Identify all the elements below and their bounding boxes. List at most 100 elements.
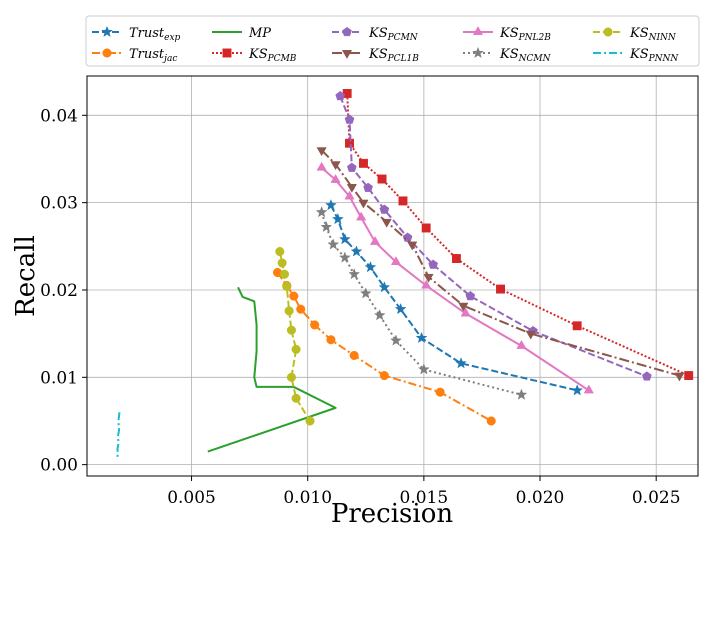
data-point	[296, 304, 306, 314]
y-axis-label: Recall	[11, 235, 41, 317]
data-point	[335, 90, 346, 101]
data-point	[291, 393, 301, 403]
data-point	[338, 251, 351, 263]
data-point	[421, 223, 431, 233]
series-ks-ncmn	[315, 206, 528, 400]
data-point	[346, 183, 357, 193]
data-point	[378, 281, 391, 293]
series-line-ks-pnnn	[116, 412, 121, 458]
data-point	[316, 147, 327, 157]
legend-entry-mp-: MP	[212, 26, 271, 41]
data-point	[344, 114, 355, 124]
y-tick-label: 0.04	[40, 106, 78, 126]
data-point	[455, 357, 467, 369]
data-point	[390, 256, 402, 265]
legend-marker	[603, 27, 613, 37]
data-point	[338, 233, 351, 245]
data-point	[458, 302, 469, 312]
legend-marker	[101, 25, 113, 38]
series-line-ks-pcl1b	[320, 149, 680, 377]
legend-label: MP	[248, 26, 271, 41]
y-tick-label: 0.00	[40, 456, 78, 476]
data-point	[394, 302, 407, 315]
series-line-ks-pcmb	[346, 93, 690, 377]
legend-marker	[342, 26, 352, 37]
data-point	[310, 320, 320, 330]
x-tick-label: 0.005	[167, 488, 216, 508]
plot-frame	[86, 75, 699, 477]
data-point	[277, 258, 287, 268]
data-point	[642, 371, 652, 381]
data-point	[407, 241, 418, 251]
data-point	[284, 306, 294, 316]
data-point	[451, 254, 461, 263]
legend-marker	[102, 48, 112, 58]
x-axis-label: Precision	[331, 499, 453, 529]
axis-ticks: 0.005 0.010 0.015 0.020 0.025 0.00 0.01 0.02 0.0…	[40, 106, 680, 508]
data-point	[291, 344, 301, 354]
data-point	[344, 190, 355, 200]
data-point	[369, 236, 381, 245]
data-point	[496, 284, 505, 294]
y-tick-label: 0.03	[40, 194, 78, 214]
legend: TrustexpTrustjacMPKSPCMBKSPCMNKSPCL1BKSP…	[85, 15, 700, 67]
data-point	[516, 339, 527, 349]
data-point	[515, 388, 528, 400]
data-point	[286, 325, 296, 335]
data-point	[315, 206, 328, 218]
data-point	[435, 387, 445, 397]
y-tick-label: 0.02	[40, 281, 78, 301]
data-point	[390, 334, 402, 346]
data-point	[330, 174, 341, 183]
series-mp-	[207, 286, 337, 453]
series-line-trust-jac	[276, 271, 492, 422]
data-point	[364, 261, 377, 273]
data-point	[486, 416, 496, 426]
data-point	[381, 218, 392, 228]
data-point	[358, 199, 369, 209]
data-point	[356, 211, 367, 221]
data-point	[417, 363, 430, 375]
data-point	[289, 291, 299, 301]
grid-lines	[87, 76, 698, 476]
series-line-ks-pcmn	[339, 95, 648, 378]
data-point	[346, 162, 357, 172]
data-point	[465, 290, 476, 301]
data-point	[282, 281, 292, 292]
data-point	[275, 246, 285, 257]
data-point	[674, 372, 685, 382]
legend-box	[85, 15, 700, 67]
data-point	[331, 213, 344, 225]
series-ks-ninn	[275, 246, 315, 426]
data-point	[525, 330, 536, 340]
series-line-ks-pnl2b	[320, 166, 590, 392]
data-point	[428, 259, 439, 269]
data-point	[330, 161, 341, 171]
series-trust-exp	[325, 199, 584, 396]
series-line-trust-exp	[330, 204, 578, 392]
data-point	[327, 238, 340, 250]
data-point	[398, 196, 408, 206]
data-point	[421, 279, 432, 289]
data-point	[349, 350, 359, 361]
series-ks-pcmb	[342, 89, 694, 381]
data-point	[320, 220, 333, 233]
data-point	[363, 182, 373, 192]
data-point	[423, 273, 434, 283]
data-point	[286, 372, 296, 382]
legend-marker	[341, 50, 353, 59]
data-point	[583, 384, 594, 394]
series-line-mp-	[207, 286, 337, 453]
data-point	[415, 331, 428, 344]
data-point	[377, 174, 387, 184]
data-point	[373, 309, 386, 321]
data-point	[316, 161, 327, 171]
data-point	[359, 158, 368, 168]
legend-marker	[222, 48, 232, 58]
series-layer	[116, 89, 694, 458]
data-point	[460, 307, 471, 317]
data-point	[325, 199, 337, 211]
data-point	[348, 268, 361, 280]
data-point	[326, 335, 336, 345]
